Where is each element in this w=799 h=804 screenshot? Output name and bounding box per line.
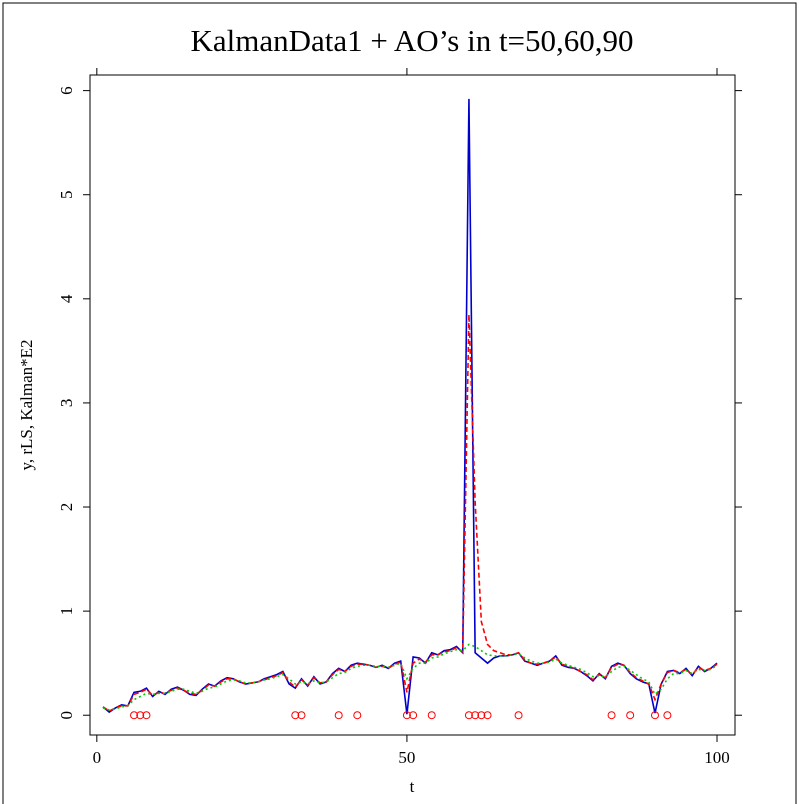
- y-tick-label: 0: [57, 711, 76, 720]
- y-tick-label: 5: [57, 190, 76, 199]
- outlier-marker: [291, 711, 300, 720]
- x-tick-label: 100: [704, 748, 730, 767]
- x-tick-label: 0: [93, 748, 102, 767]
- outlier-marker: [514, 711, 523, 720]
- outlier-marker: [409, 711, 418, 720]
- y-tick-label: 6: [57, 86, 76, 95]
- y-tick-label: 3: [57, 399, 76, 408]
- outlier-marker: [402, 711, 411, 720]
- outlier-marker: [607, 711, 616, 720]
- outlier-marker: [427, 711, 436, 720]
- outlier-marker: [142, 711, 151, 720]
- chart-title: KalmanData1 + AO’s in t=50,60,90: [190, 23, 633, 58]
- series-line: [102, 98, 718, 715]
- outlier-marker: [663, 711, 672, 720]
- y-tick-label: 1: [57, 607, 76, 616]
- series-line: [102, 314, 718, 712]
- outlier-marker: [483, 711, 492, 720]
- x-tick-label: 50: [398, 748, 415, 767]
- y-tick-label: 2: [57, 503, 76, 512]
- outlier-marker: [464, 711, 473, 720]
- series-line: [102, 643, 718, 711]
- outlier-marker: [353, 711, 362, 720]
- outlier-marker: [650, 711, 659, 720]
- outlier-marker: [334, 711, 343, 720]
- outlier-marker: [136, 711, 145, 720]
- outlier-marker: [471, 711, 480, 720]
- outlier-marker: [297, 711, 306, 720]
- outlier-marker: [130, 711, 139, 720]
- outlier-marker: [477, 711, 486, 720]
- plot-box: [89, 74, 736, 736]
- y-axis-label: y, rLS, Kalman*E2: [17, 339, 36, 470]
- outlier-marker: [626, 711, 635, 720]
- y-tick-label: 4: [57, 294, 76, 303]
- x-axis-label: t: [410, 777, 415, 796]
